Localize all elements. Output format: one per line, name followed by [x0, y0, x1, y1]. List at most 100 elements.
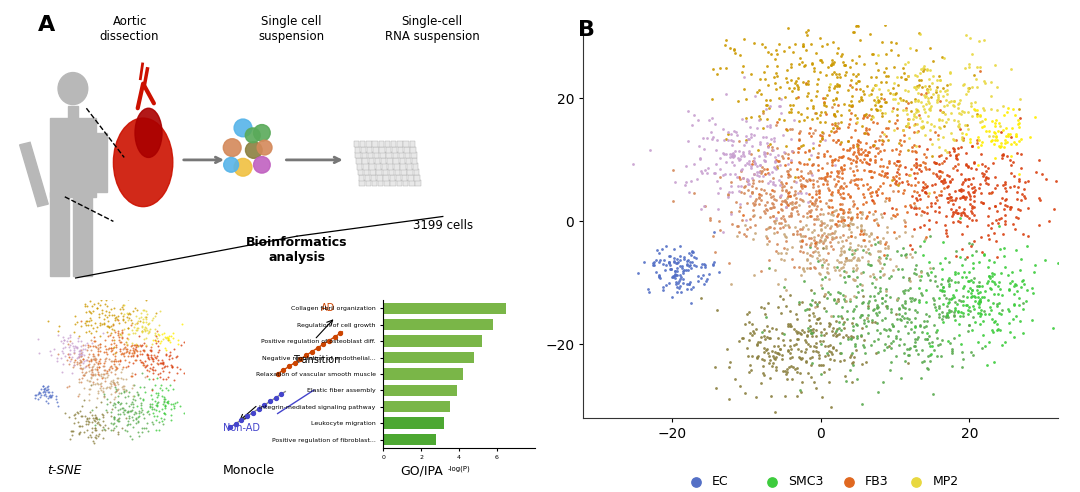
EC	[660, 258, 677, 266]
Point	[40, 392, 57, 400]
FB1	[825, 234, 842, 242]
FB2	[761, 190, 779, 198]
FB2	[810, 231, 827, 239]
Point	[86, 342, 104, 350]
SMC2	[894, 304, 912, 311]
SMC2	[896, 250, 914, 258]
Point	[292, 355, 309, 363]
Point	[60, 382, 78, 390]
MP2	[945, 117, 962, 124]
FB4	[930, 209, 947, 216]
T	[714, 150, 731, 157]
FB2	[799, 169, 816, 177]
FB2	[820, 184, 837, 191]
MP1	[789, 83, 807, 91]
T	[741, 150, 758, 157]
FB1	[820, 260, 837, 268]
MP2	[936, 87, 954, 95]
SMC2	[841, 367, 859, 374]
SMC1	[756, 332, 773, 340]
MP1	[745, 39, 762, 47]
FB1	[770, 249, 787, 257]
Point	[133, 400, 150, 408]
SMC1	[855, 336, 873, 343]
FB4	[939, 182, 956, 189]
Bar	[372, 180, 377, 186]
Point	[170, 336, 187, 343]
FB3	[797, 79, 814, 87]
SMC1	[828, 331, 846, 339]
T	[751, 172, 768, 180]
Point	[84, 341, 102, 349]
MP2	[942, 81, 959, 89]
MP1	[856, 129, 874, 137]
FB1	[836, 292, 853, 300]
MP1	[888, 105, 905, 113]
Point	[89, 304, 106, 312]
FB3	[861, 155, 878, 163]
FB3	[823, 196, 840, 204]
T	[741, 160, 758, 168]
Point	[129, 324, 146, 332]
FB4	[939, 194, 956, 202]
Point	[160, 333, 177, 340]
Point	[102, 379, 119, 387]
Point	[117, 406, 134, 414]
SMC1	[810, 298, 827, 306]
Point	[62, 350, 79, 358]
MP2	[928, 96, 945, 104]
Point	[76, 351, 93, 359]
SMC2	[819, 288, 836, 296]
FB1	[831, 251, 848, 259]
T	[730, 187, 747, 195]
FB1	[841, 219, 859, 227]
FB3	[845, 167, 862, 175]
FB3	[868, 188, 886, 196]
FB3	[758, 164, 775, 172]
SMC1	[774, 368, 792, 375]
FB1	[804, 252, 821, 260]
Point	[60, 350, 78, 358]
FB1	[901, 277, 918, 285]
SMC2	[876, 325, 893, 333]
T	[690, 142, 707, 150]
Bar	[96, 133, 107, 192]
FB3	[868, 120, 886, 127]
SMC1	[754, 369, 771, 377]
Point	[106, 366, 123, 374]
FB3	[834, 174, 851, 182]
FB2	[792, 195, 809, 203]
FB4	[976, 162, 994, 170]
EC	[664, 274, 681, 281]
SMC3	[949, 270, 967, 277]
FB2	[787, 194, 805, 202]
MP1	[813, 42, 831, 50]
T	[746, 159, 764, 167]
Point	[89, 375, 106, 383]
SMC2	[930, 303, 947, 310]
T	[730, 147, 747, 154]
SMC1	[756, 371, 773, 379]
FB1	[818, 245, 835, 252]
FB3	[800, 129, 818, 137]
Point	[107, 363, 124, 371]
SMC1	[816, 341, 834, 349]
FB2	[800, 175, 818, 183]
Point	[75, 359, 92, 367]
SMC3	[914, 251, 931, 259]
Bar	[67, 106, 78, 121]
SMC2	[866, 292, 883, 300]
FB3	[841, 155, 859, 163]
SMC3	[971, 312, 988, 320]
FB2	[800, 207, 818, 215]
T	[740, 177, 757, 184]
FB4	[997, 212, 1014, 219]
FB2	[743, 182, 760, 189]
SMC3	[990, 222, 1008, 230]
T	[740, 135, 757, 143]
FB3	[798, 160, 815, 168]
T	[679, 137, 697, 145]
Point	[103, 322, 120, 330]
SMC2	[894, 273, 912, 281]
FB3	[849, 211, 866, 218]
